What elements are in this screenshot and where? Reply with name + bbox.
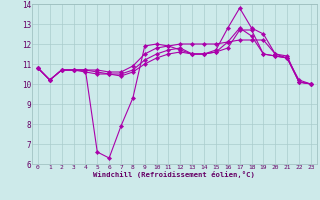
X-axis label: Windchill (Refroidissement éolien,°C): Windchill (Refroidissement éolien,°C) bbox=[93, 171, 255, 178]
